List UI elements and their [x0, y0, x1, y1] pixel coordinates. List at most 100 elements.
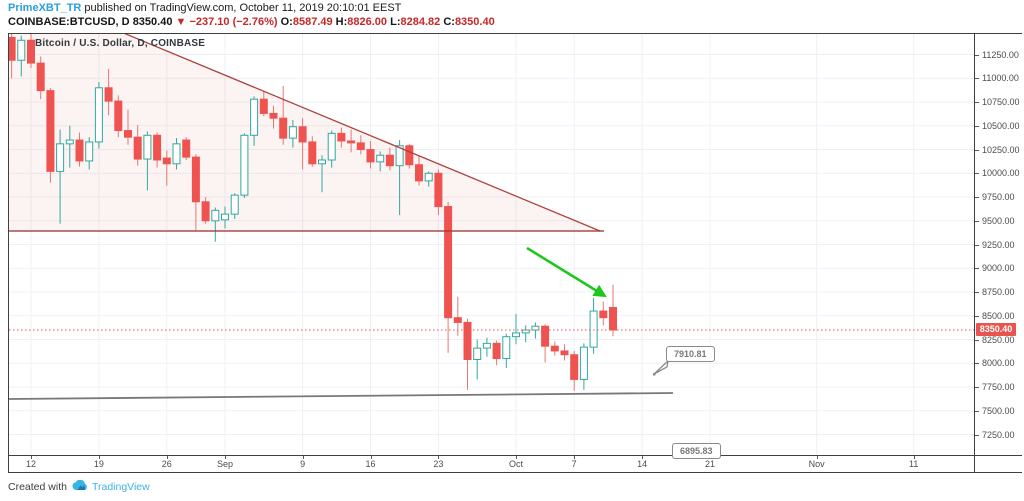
candle	[133, 124, 142, 166]
candle	[230, 193, 239, 219]
chart-frame: Bitcoin / U.S. Dollar, D, COINBASE 8350.…	[8, 33, 1022, 473]
price-callout-7910[interactable]: 7910.81	[666, 346, 715, 362]
time-tick-label: 12	[25, 459, 37, 469]
candle-body-up	[85, 141, 94, 162]
candle	[318, 155, 326, 193]
candle	[415, 156, 423, 186]
candle	[424, 171, 433, 187]
candle-body-down	[453, 317, 462, 323]
candle-body-down	[269, 112, 278, 119]
price-tick-dash	[975, 410, 979, 412]
candle-body-up	[579, 346, 588, 380]
candle-body-down	[570, 354, 579, 380]
candle-body-up	[424, 172, 433, 182]
tradingview-logo-icon	[71, 479, 88, 494]
candle-body-up	[94, 87, 103, 143]
price-tick-dash	[975, 363, 979, 365]
price-tick-label: 8250.00	[982, 334, 1015, 345]
candle-body-down	[36, 62, 45, 92]
candle	[453, 296, 462, 336]
price-tick-label: 9750.00	[982, 192, 1015, 203]
candle-body-down	[492, 342, 501, 360]
price-callout-6895[interactable]: 6895.83	[672, 443, 721, 459]
candle-body-down	[191, 156, 200, 203]
time-tick-label: Sep	[216, 459, 234, 469]
price-tick-label: 9000.00	[982, 263, 1015, 274]
publish-line: PrimeXBT_TR published on TradingView.com…	[8, 2, 495, 16]
price-tick-dash	[975, 149, 979, 151]
time-axis[interactable]: 12 19 26 Sep 9 16 23 Oct 7 14 21 Nov 11	[9, 455, 974, 472]
candle-body-up	[531, 325, 540, 331]
candle-body-up	[250, 98, 259, 136]
candle	[550, 341, 559, 356]
descending-trendline[interactable]	[9, 34, 601, 232]
price-tick-dash	[975, 173, 979, 175]
price-tick-dash	[975, 244, 979, 246]
candle-body-down	[46, 90, 55, 172]
candle-body-down	[405, 145, 414, 166]
time-tick-dash	[31, 456, 32, 459]
candle	[531, 322, 540, 339]
price-axis[interactable]: 8350.40 11250.00 11000.00 10750.00 10500.00…	[974, 34, 1022, 455]
time-tick-dash	[166, 456, 168, 459]
candle	[124, 109, 132, 145]
price-tick-dash	[975, 434, 979, 436]
price-tick-label: 7500.00	[982, 405, 1015, 416]
candle-body-up	[473, 347, 482, 360]
chart-canvas[interactable]	[9, 34, 974, 455]
candle	[250, 96, 259, 146]
high-label: H:	[335, 15, 348, 28]
price-tick-dash	[975, 292, 979, 294]
price-tick-label: 8750.00	[982, 287, 1015, 298]
price-tick-label: 7250.00	[982, 429, 1015, 440]
symbol-text: COINBASE:BTCUSD, D	[8, 15, 130, 28]
candle-body-down	[337, 132, 346, 142]
tradingview-link[interactable]: TradingView	[91, 481, 150, 493]
candle	[512, 313, 520, 345]
candle	[541, 324, 550, 363]
time-tick-label: 21	[704, 459, 716, 469]
time-tick-label: 9	[300, 459, 306, 469]
price-tick-dash	[975, 78, 979, 80]
time-tick-label: 11	[909, 459, 919, 469]
axis-corner	[974, 455, 1022, 472]
time-tick-label: Oct	[508, 459, 524, 469]
chart-legend-title[interactable]: Bitcoin / U.S. Dollar, D, COINBASE	[35, 38, 206, 49]
candle	[153, 132, 162, 168]
candle-body-down	[298, 126, 307, 143]
candle	[279, 85, 288, 145]
candle-body-up	[502, 336, 511, 360]
candle-body-up	[56, 143, 65, 172]
candle	[356, 135, 365, 155]
candle	[104, 68, 113, 116]
candle-body-down	[201, 201, 210, 222]
candle	[182, 137, 191, 160]
candle	[65, 125, 74, 168]
last-price: 8350.40	[132, 15, 173, 28]
green-arrow-drawing[interactable]	[526, 246, 607, 298]
candle-body-down	[259, 98, 268, 114]
candle-body-down	[609, 306, 617, 331]
candle	[492, 340, 501, 366]
close-value: 8350.40	[454, 15, 495, 28]
snapshot-header: PrimeXBT_TR published on TradingView.com…	[8, 2, 495, 29]
candle	[395, 140, 404, 216]
candle-body-down	[463, 321, 472, 360]
candle	[36, 56, 45, 100]
candle	[579, 343, 588, 390]
candle	[114, 95, 123, 138]
symbol-line: COINBASE:BTCUSD, D 8350.40 ▼ −237.10 (−2…	[8, 16, 495, 30]
attribution-footer: Created with TradingView	[8, 479, 150, 494]
candle-body-down	[75, 139, 84, 162]
candle	[269, 105, 278, 129]
gray-trendline[interactable]	[9, 392, 674, 400]
author-link[interactable]: PrimeXBT_TR	[8, 2, 82, 14]
price-tick-label: 10500.00	[982, 120, 1020, 131]
price-tick-label: 9250.00	[982, 239, 1015, 250]
time-tick-label: 23	[433, 459, 444, 469]
candle-body-down	[162, 157, 171, 165]
time-tick-dash	[302, 456, 304, 459]
time-tick-label: 16	[365, 459, 376, 469]
candle	[463, 318, 472, 390]
candle-body-down	[124, 130, 132, 138]
